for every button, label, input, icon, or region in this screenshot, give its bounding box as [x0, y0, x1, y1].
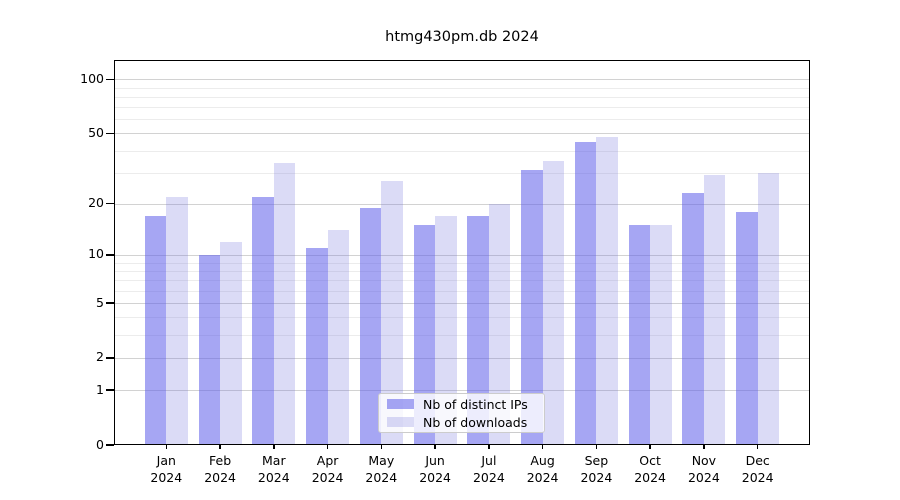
bar-downloads-oct-2024: [650, 225, 672, 445]
gridline-major-50: [114, 133, 810, 135]
bar-distinct-ips-aug-2024: [521, 170, 543, 445]
bar-distinct-ips-sep-2024: [574, 141, 597, 445]
bar-downloads-sep-2024: [596, 136, 618, 445]
x-tick-label-dec-2024: Dec 2024: [741, 453, 774, 485]
gridline-minor-3: [114, 335, 810, 337]
legend-item-distinct-ips: Nb of distinct IPs: [387, 397, 536, 412]
x-tick-mark-7: [488, 445, 490, 449]
bar-downloads-jan-2024: [166, 196, 188, 445]
x-tick-mark-6: [434, 445, 436, 449]
x-tick-mark-9: [595, 445, 598, 449]
gridline-minor-8: [114, 270, 810, 272]
gridline-major-2: [114, 357, 810, 359]
gridline-minor-70: [114, 107, 810, 109]
legend-label-downloads: Nb of downloads: [423, 414, 528, 430]
y-tick-mark-0: [106, 444, 114, 446]
y-tick-label-10: 10: [88, 246, 104, 262]
bar-distinct-ips-oct-2024: [628, 225, 651, 445]
chart-title: htmg430pm.db 2024: [385, 29, 539, 45]
bar-distinct-ips-may-2024: [359, 207, 382, 445]
x-tick-label-sep-2024: Sep 2024: [580, 453, 613, 485]
y-tick-mark-50: [106, 132, 114, 135]
y-tick-mark-100: [106, 78, 114, 80]
bar-downloads-apr-2024: [327, 230, 350, 445]
x-tick-label-nov-2024: Nov 2024: [687, 453, 720, 485]
x-tick-label-may-2024: May 2024: [365, 453, 398, 485]
gridline-major-100: [114, 79, 810, 81]
y-tick-mark-2: [106, 357, 114, 359]
x-tick-label-apr-2024: Apr 2024: [311, 453, 344, 485]
gridline-major-20: [114, 203, 810, 205]
gridline-major-10: [114, 254, 810, 256]
bar-distinct-ips-nov-2024: [682, 193, 704, 445]
gridline-minor-40: [114, 150, 810, 152]
y-tick-label-100: 100: [80, 70, 104, 86]
bar-downloads-mar-2024: [273, 163, 296, 445]
x-tick-mark-1: [165, 445, 168, 449]
y-tick-label-2: 2: [96, 349, 104, 365]
bar-distinct-ips-apr-2024: [306, 248, 328, 445]
y-tick-label-50: 50: [88, 124, 104, 140]
gridline-minor-30: [114, 172, 810, 174]
gridline-major-5: [114, 303, 810, 304]
legend: Nb of distinct IPs Nb of downloads: [378, 393, 545, 433]
gridline-minor-4: [114, 317, 810, 319]
y-tick-mark-5: [106, 302, 114, 304]
x-tick-mark-2: [219, 445, 221, 449]
x-tick-mark-11: [703, 445, 705, 449]
x-tick-label-feb-2024: Feb 2024: [204, 453, 236, 485]
bar-downloads-jun-2024: [435, 215, 457, 445]
legend-swatch-distinct-ips: [387, 399, 414, 409]
x-tick-mark-5: [380, 445, 383, 449]
x-tick-label-aug-2024: Aug 2024: [526, 453, 559, 485]
x-tick-mark-10: [649, 445, 651, 449]
x-tick-label-jul-2024: Jul 2024: [472, 453, 505, 485]
gridline-minor-6: [114, 290, 810, 292]
legend-swatch-downloads: [387, 417, 414, 427]
x-tick-mark-4: [326, 445, 329, 449]
x-tick-mark-3: [273, 445, 275, 449]
bar-downloads-feb-2024: [220, 241, 242, 445]
y-tick-mark-10: [106, 254, 114, 256]
bar-distinct-ips-feb-2024: [198, 254, 221, 445]
gridline-minor-90: [114, 87, 810, 89]
y-tick-label-5: 5: [96, 294, 104, 310]
gridline-minor-7: [114, 280, 810, 282]
bar-downloads-aug-2024: [542, 161, 565, 445]
y-tick-mark-20: [106, 202, 114, 205]
gridline-minor-80: [114, 96, 810, 98]
x-tick-label-oct-2024: Oct 2024: [634, 453, 666, 485]
legend-item-downloads: Nb of downloads: [387, 415, 536, 430]
bar-downloads-jul-2024: [488, 203, 511, 445]
gridline-minor-60: [114, 119, 810, 121]
x-tick-mark-8: [541, 445, 544, 449]
plot-area: [114, 60, 810, 445]
bar-distinct-ips-dec-2024: [736, 211, 758, 445]
bar-distinct-ips-jan-2024: [144, 215, 167, 445]
y-tick-mark-1: [106, 389, 114, 391]
bar-distinct-ips-jun-2024: [413, 225, 436, 445]
y-tick-label-0: 0: [96, 436, 104, 452]
y-tick-label-1: 1: [96, 381, 104, 397]
gridline-major-1: [114, 390, 810, 392]
bar-distinct-ips-mar-2024: [252, 196, 274, 445]
legend-label-distinct-ips: Nb of distinct IPs: [423, 396, 528, 412]
bar-downloads-dec-2024: [757, 172, 780, 445]
y-tick-label-20: 20: [88, 195, 104, 211]
x-tick-mark-12: [756, 445, 759, 449]
bar-downloads-may-2024: [381, 180, 403, 445]
gridline-minor-9: [114, 262, 810, 264]
x-tick-label-mar-2024: Mar 2024: [257, 453, 290, 485]
bar-downloads-nov-2024: [703, 175, 726, 445]
bar-distinct-ips-jul-2024: [467, 215, 489, 445]
x-tick-label-jan-2024: Jan 2024: [150, 453, 183, 485]
x-tick-label-jun-2024: Jun 2024: [419, 453, 451, 485]
